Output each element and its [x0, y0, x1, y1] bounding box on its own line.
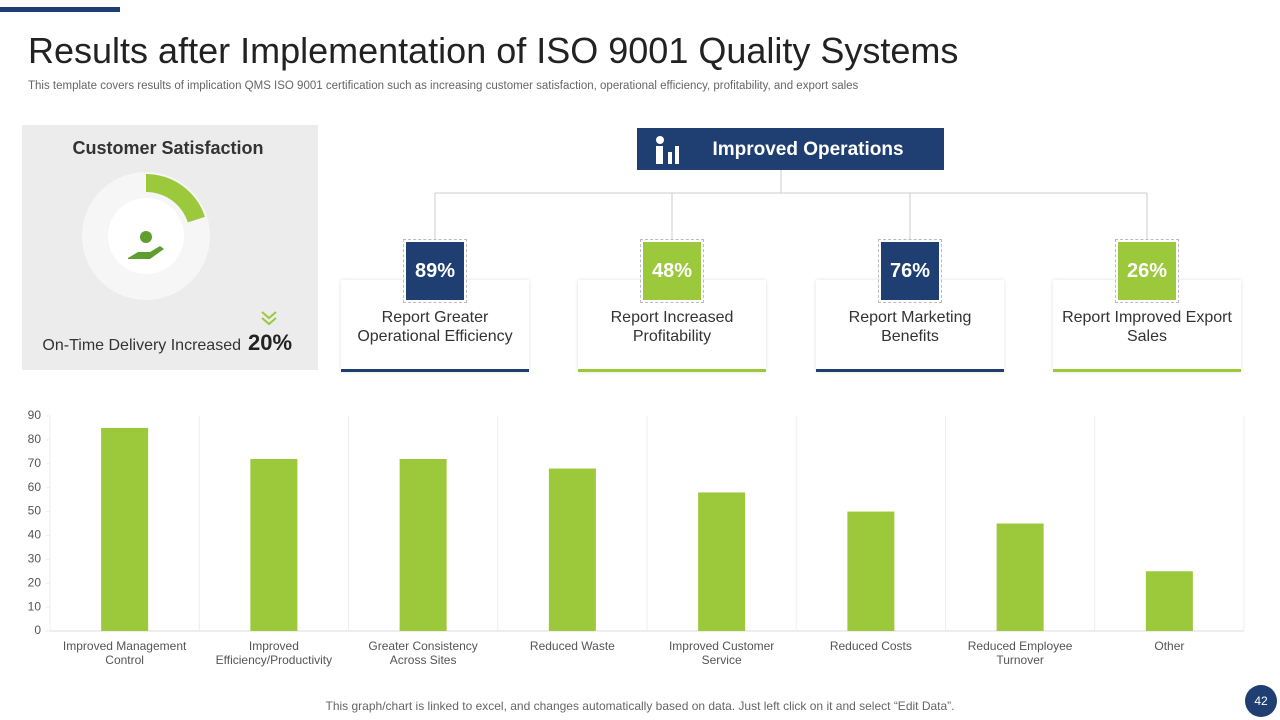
y-tick-label: 60	[28, 480, 42, 494]
x-tick-label: Improved Customer Service	[668, 639, 775, 667]
ops-label: Report Increased Profitability	[610, 309, 734, 345]
ops-value: 48%	[640, 239, 704, 303]
x-tick-label: Reduced Waste	[529, 639, 615, 653]
y-tick-label: 70	[28, 456, 42, 470]
x-tick-label: Other	[1154, 639, 1185, 653]
page-number: 42	[1245, 685, 1277, 717]
subtitle: This template covers results of implicat…	[28, 80, 859, 92]
chevrons	[261, 311, 277, 326]
x-tick-label: Greater Consistency Across Sites	[368, 639, 478, 667]
bar	[399, 459, 447, 631]
ops-card	[341, 280, 529, 372]
bar	[1145, 571, 1193, 631]
x-tick-label: Reduced Costs	[829, 639, 912, 653]
y-tick-label: 90	[28, 408, 42, 422]
ops-label: Report Marketing Benefits	[848, 309, 972, 345]
bar	[698, 492, 746, 631]
bar	[996, 523, 1044, 631]
operations-header	[637, 128, 944, 170]
title: Results after Implementation of ISO 9001…	[28, 30, 959, 71]
bar	[101, 427, 149, 631]
y-tick-label: 30	[28, 552, 42, 566]
bar	[250, 459, 298, 631]
ops-icon	[656, 136, 679, 164]
ops-label: Report Improved Export Sales	[1062, 309, 1232, 345]
hand-icon	[128, 231, 164, 259]
x-tick-label: Improved Management Control	[62, 639, 187, 667]
footer-note: This graph/chart is linked to excel, and…	[325, 699, 955, 713]
operations-title: Improved Operations	[712, 139, 903, 160]
y-tick-label: 80	[28, 432, 42, 446]
donut-arc	[146, 174, 205, 223]
ops-value: 26%	[1115, 239, 1179, 303]
bar	[548, 468, 596, 631]
ops-value: 76%	[878, 239, 942, 303]
accent-bar	[0, 7, 120, 12]
ops-label: Report Greater Operational Efficiency	[357, 309, 513, 345]
ops-value: 89%	[403, 239, 467, 303]
y-tick-label: 0	[34, 623, 41, 637]
satisfaction-title: Customer Satisfaction	[72, 138, 263, 158]
connectors	[434, 170, 1148, 240]
y-tick-label: 40	[28, 528, 42, 542]
y-tick-label: 10	[28, 599, 42, 613]
y-tick-label: 20	[28, 575, 42, 589]
y-tick-label: 50	[28, 504, 42, 518]
satisfaction-value: 20%	[248, 330, 292, 355]
x-tick-label: Improved Efficiency/Productivity	[215, 639, 333, 667]
satisfaction-caption: On-Time Delivery Increased	[42, 337, 241, 354]
x-tick-label: Reduced Employee Turnover	[967, 639, 1073, 667]
bar	[847, 511, 895, 631]
